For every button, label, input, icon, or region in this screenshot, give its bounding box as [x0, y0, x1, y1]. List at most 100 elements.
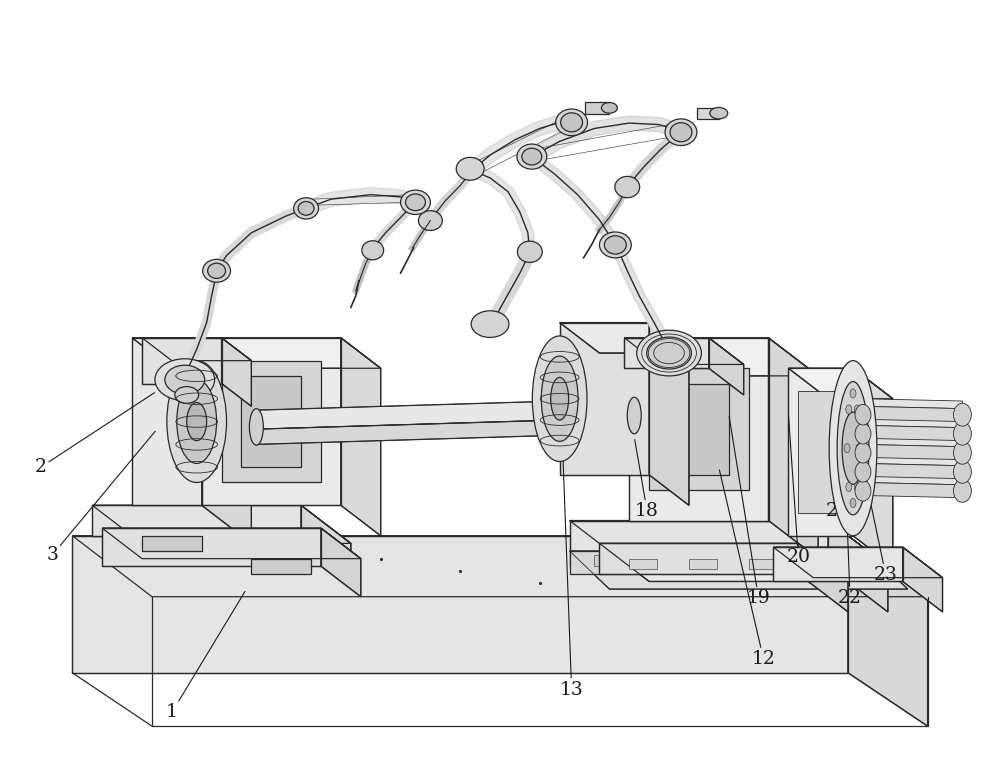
Ellipse shape — [203, 259, 231, 282]
Ellipse shape — [953, 441, 971, 464]
Ellipse shape — [517, 144, 547, 170]
Polygon shape — [570, 551, 868, 574]
Ellipse shape — [517, 241, 542, 262]
Polygon shape — [863, 399, 962, 409]
Polygon shape — [773, 547, 903, 581]
Polygon shape — [570, 521, 828, 566]
Polygon shape — [863, 475, 962, 485]
Ellipse shape — [856, 443, 862, 453]
Polygon shape — [612, 556, 620, 568]
Ellipse shape — [953, 460, 971, 483]
Polygon shape — [702, 563, 710, 574]
Polygon shape — [560, 323, 649, 475]
Text: 3: 3 — [47, 431, 155, 564]
Polygon shape — [853, 368, 893, 566]
Polygon shape — [570, 551, 908, 589]
Ellipse shape — [541, 356, 578, 441]
Ellipse shape — [208, 263, 226, 278]
Ellipse shape — [556, 109, 588, 136]
Polygon shape — [666, 561, 674, 571]
Ellipse shape — [362, 241, 384, 260]
Polygon shape — [142, 337, 222, 384]
Ellipse shape — [637, 331, 701, 376]
Polygon shape — [863, 426, 962, 440]
Text: 23: 23 — [869, 493, 898, 584]
Polygon shape — [788, 368, 893, 399]
Text: 18: 18 — [635, 439, 659, 521]
Polygon shape — [251, 558, 311, 574]
Polygon shape — [769, 337, 818, 558]
Polygon shape — [202, 337, 341, 505]
Text: 12: 12 — [719, 470, 775, 668]
Ellipse shape — [855, 423, 871, 444]
Ellipse shape — [601, 103, 617, 114]
Polygon shape — [649, 323, 689, 505]
Polygon shape — [585, 102, 609, 114]
Polygon shape — [798, 391, 846, 513]
Polygon shape — [738, 566, 746, 578]
Polygon shape — [630, 558, 638, 569]
Ellipse shape — [850, 389, 856, 398]
Ellipse shape — [855, 443, 871, 463]
Polygon shape — [773, 547, 943, 578]
Polygon shape — [256, 399, 634, 430]
Ellipse shape — [167, 360, 227, 482]
Polygon shape — [321, 528, 361, 597]
Polygon shape — [599, 543, 798, 574]
Ellipse shape — [953, 479, 971, 502]
Ellipse shape — [665, 119, 697, 146]
Ellipse shape — [855, 481, 871, 501]
Polygon shape — [629, 558, 657, 569]
Ellipse shape — [471, 311, 509, 337]
Polygon shape — [92, 505, 351, 543]
Ellipse shape — [829, 360, 877, 536]
Polygon shape — [863, 456, 962, 466]
Polygon shape — [241, 376, 301, 467]
Polygon shape — [684, 561, 692, 573]
Ellipse shape — [551, 377, 569, 420]
Ellipse shape — [627, 397, 641, 434]
Polygon shape — [92, 505, 301, 536]
Ellipse shape — [846, 482, 852, 492]
Polygon shape — [709, 337, 744, 395]
Polygon shape — [798, 543, 848, 612]
Ellipse shape — [855, 462, 871, 482]
Polygon shape — [788, 368, 853, 536]
Polygon shape — [756, 567, 764, 578]
Polygon shape — [202, 337, 381, 368]
Polygon shape — [903, 547, 943, 612]
Ellipse shape — [837, 382, 869, 515]
Polygon shape — [624, 337, 709, 368]
Ellipse shape — [604, 235, 626, 254]
Ellipse shape — [842, 412, 864, 485]
Polygon shape — [222, 360, 321, 482]
Ellipse shape — [401, 190, 430, 215]
Polygon shape — [697, 108, 719, 119]
Polygon shape — [648, 559, 656, 571]
Ellipse shape — [710, 107, 728, 119]
Ellipse shape — [854, 482, 860, 492]
Text: 13: 13 — [560, 371, 583, 699]
Polygon shape — [301, 505, 351, 574]
Polygon shape — [863, 463, 962, 479]
Ellipse shape — [953, 423, 971, 445]
Ellipse shape — [953, 403, 971, 426]
Text: 1: 1 — [166, 591, 245, 722]
Polygon shape — [560, 323, 689, 353]
Polygon shape — [863, 482, 962, 498]
Polygon shape — [594, 555, 602, 566]
Polygon shape — [863, 436, 962, 446]
Polygon shape — [720, 565, 728, 576]
Polygon shape — [863, 418, 962, 428]
Polygon shape — [669, 384, 729, 475]
Ellipse shape — [854, 405, 860, 414]
Polygon shape — [809, 571, 817, 583]
Ellipse shape — [844, 443, 850, 453]
Polygon shape — [863, 407, 962, 422]
Polygon shape — [132, 337, 202, 505]
Polygon shape — [689, 558, 717, 569]
Ellipse shape — [294, 198, 319, 219]
Polygon shape — [132, 337, 251, 376]
Polygon shape — [791, 570, 799, 581]
Ellipse shape — [187, 403, 207, 440]
